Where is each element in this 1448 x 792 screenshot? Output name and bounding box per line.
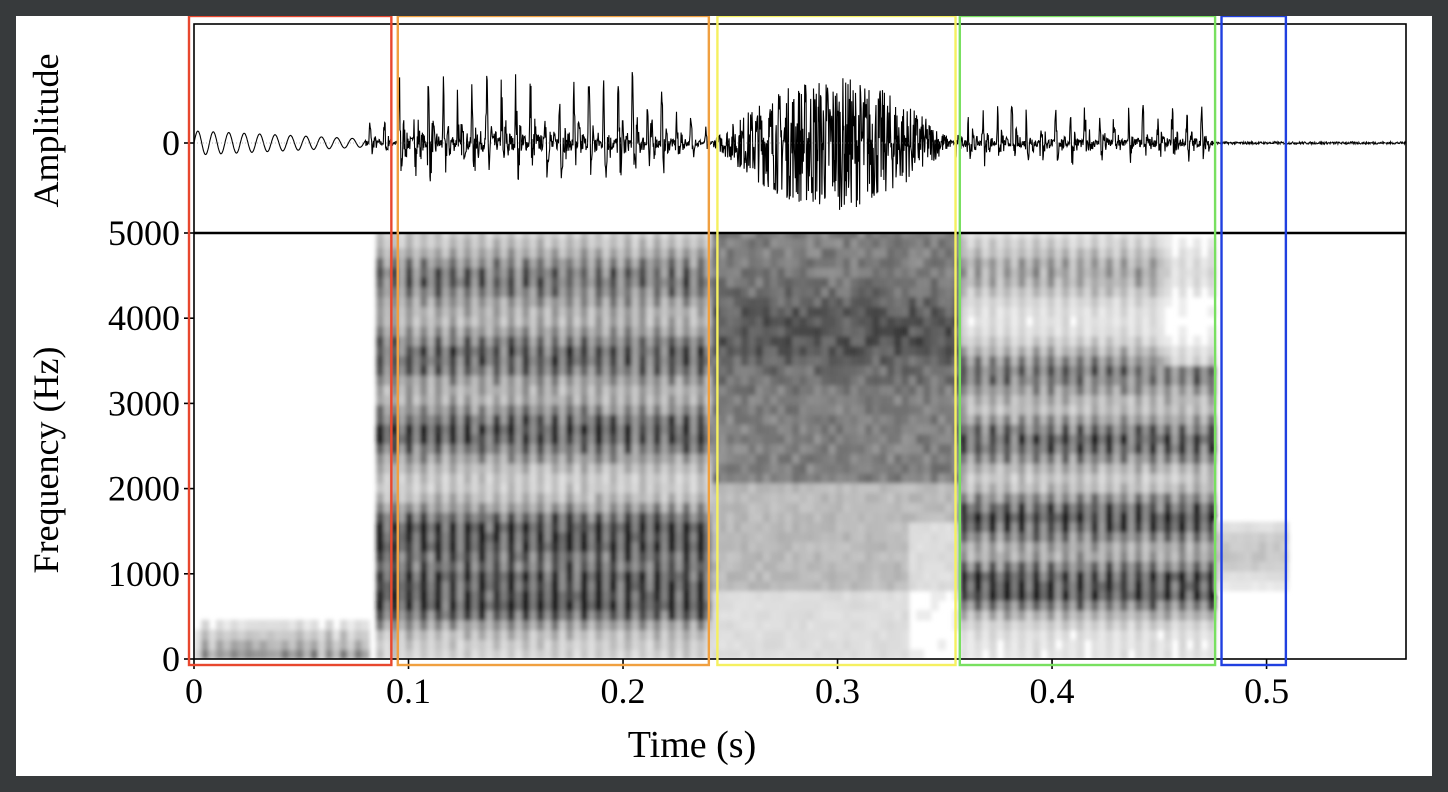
spectrogram-panel (194, 233, 1406, 659)
ytick-label-5000: 5000 (108, 213, 180, 253)
figure: 0 1000 2000 3000 4000 5000 0 0 0.1 0.2 0.3 0.4 0.5 A… (16, 16, 1432, 776)
xtick-label-0.1: 0.1 (386, 671, 431, 711)
region-box-3 (716, 16, 957, 667)
xtick-label-0.2: 0.2 (601, 671, 646, 711)
ytick-label-3000: 3000 (108, 383, 180, 423)
region-box-4 (958, 16, 1217, 667)
time-axis-label: Time (s) (628, 724, 756, 766)
ytick-label-2000: 2000 (108, 469, 180, 509)
xtick-label-0: 0 (185, 671, 203, 711)
xtick-label-0.3: 0.3 (815, 671, 860, 711)
region-box-1 (187, 16, 393, 667)
amp-tick-label-0: 0 (162, 123, 180, 163)
segment-regions (187, 16, 1288, 667)
region-box-5 (1220, 16, 1288, 667)
amplitude-axis-label: Amplitude (26, 54, 66, 208)
region-box-2 (396, 16, 711, 667)
ytick-label-0: 0 (162, 639, 180, 679)
waveform-panel (194, 72, 1406, 210)
xtick-label-0.4: 0.4 (1030, 671, 1075, 711)
xtick-label-0.5: 0.5 (1244, 671, 1289, 711)
plot-frame (193, 23, 1407, 660)
frequency-axis-label: Frequency (Hz) (26, 347, 66, 574)
ytick-label-1000: 1000 (108, 554, 180, 594)
ytick-label-4000: 4000 (108, 298, 180, 338)
spectrogram-energy (194, 233, 1289, 659)
waveform-line (194, 72, 1406, 210)
